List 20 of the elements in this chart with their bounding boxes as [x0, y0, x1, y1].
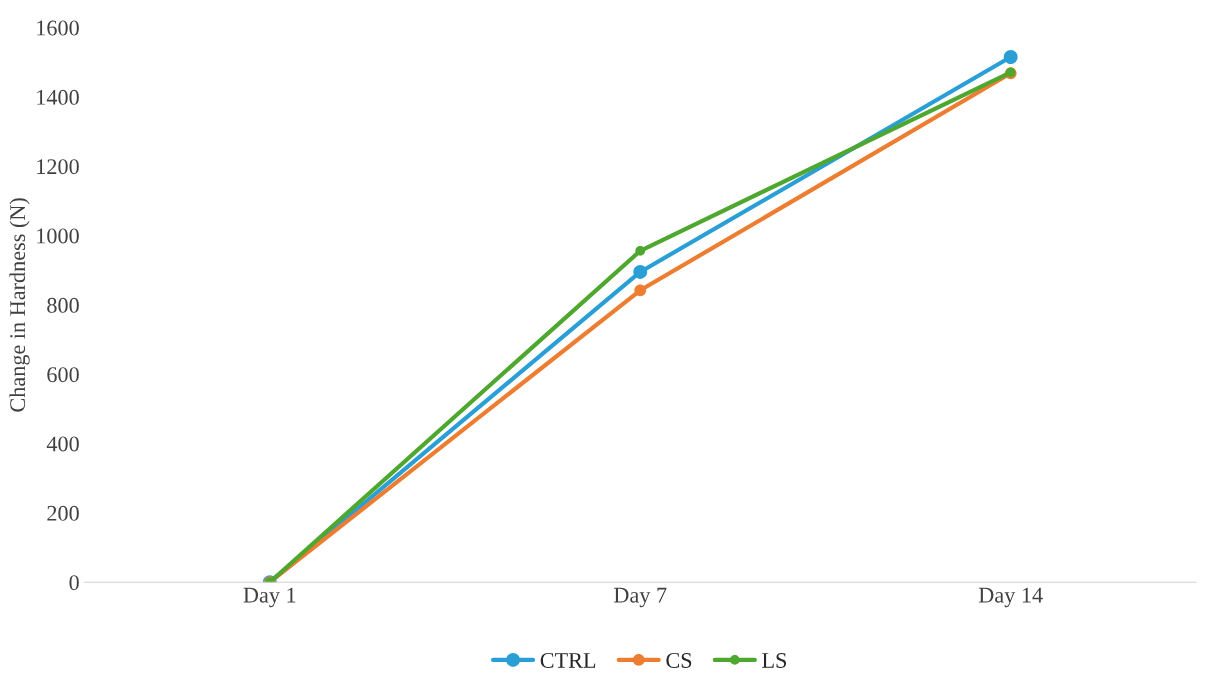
- x-tick-label: Day 14: [978, 587, 1043, 608]
- point: [635, 245, 646, 256]
- legend-label: CTRL: [540, 652, 596, 668]
- y-tick-label: 1000: [37, 228, 79, 244]
- point: [633, 265, 648, 279]
- y-tick-label: 200: [47, 505, 79, 521]
- y-tick-label: 800: [47, 297, 79, 313]
- y-tick-label: 400: [46, 436, 79, 452]
- y-tick-label: 0: [69, 575, 79, 591]
- legend-label: LS: [762, 652, 787, 668]
- y-tick-label: 1600: [37, 20, 79, 36]
- y-tick-label: 600: [47, 367, 79, 383]
- y-axis-title: Change in Hardness (N): [9, 198, 30, 412]
- legend-label: CS: [666, 652, 692, 668]
- point: [634, 284, 647, 297]
- point: [1003, 50, 1018, 64]
- x-tick-label: Day 1: [243, 587, 296, 608]
- y-tick-label: 1400: [37, 89, 79, 105]
- x-tick-label: Day 7: [614, 587, 667, 608]
- y-tick-label: 1200: [37, 159, 79, 175]
